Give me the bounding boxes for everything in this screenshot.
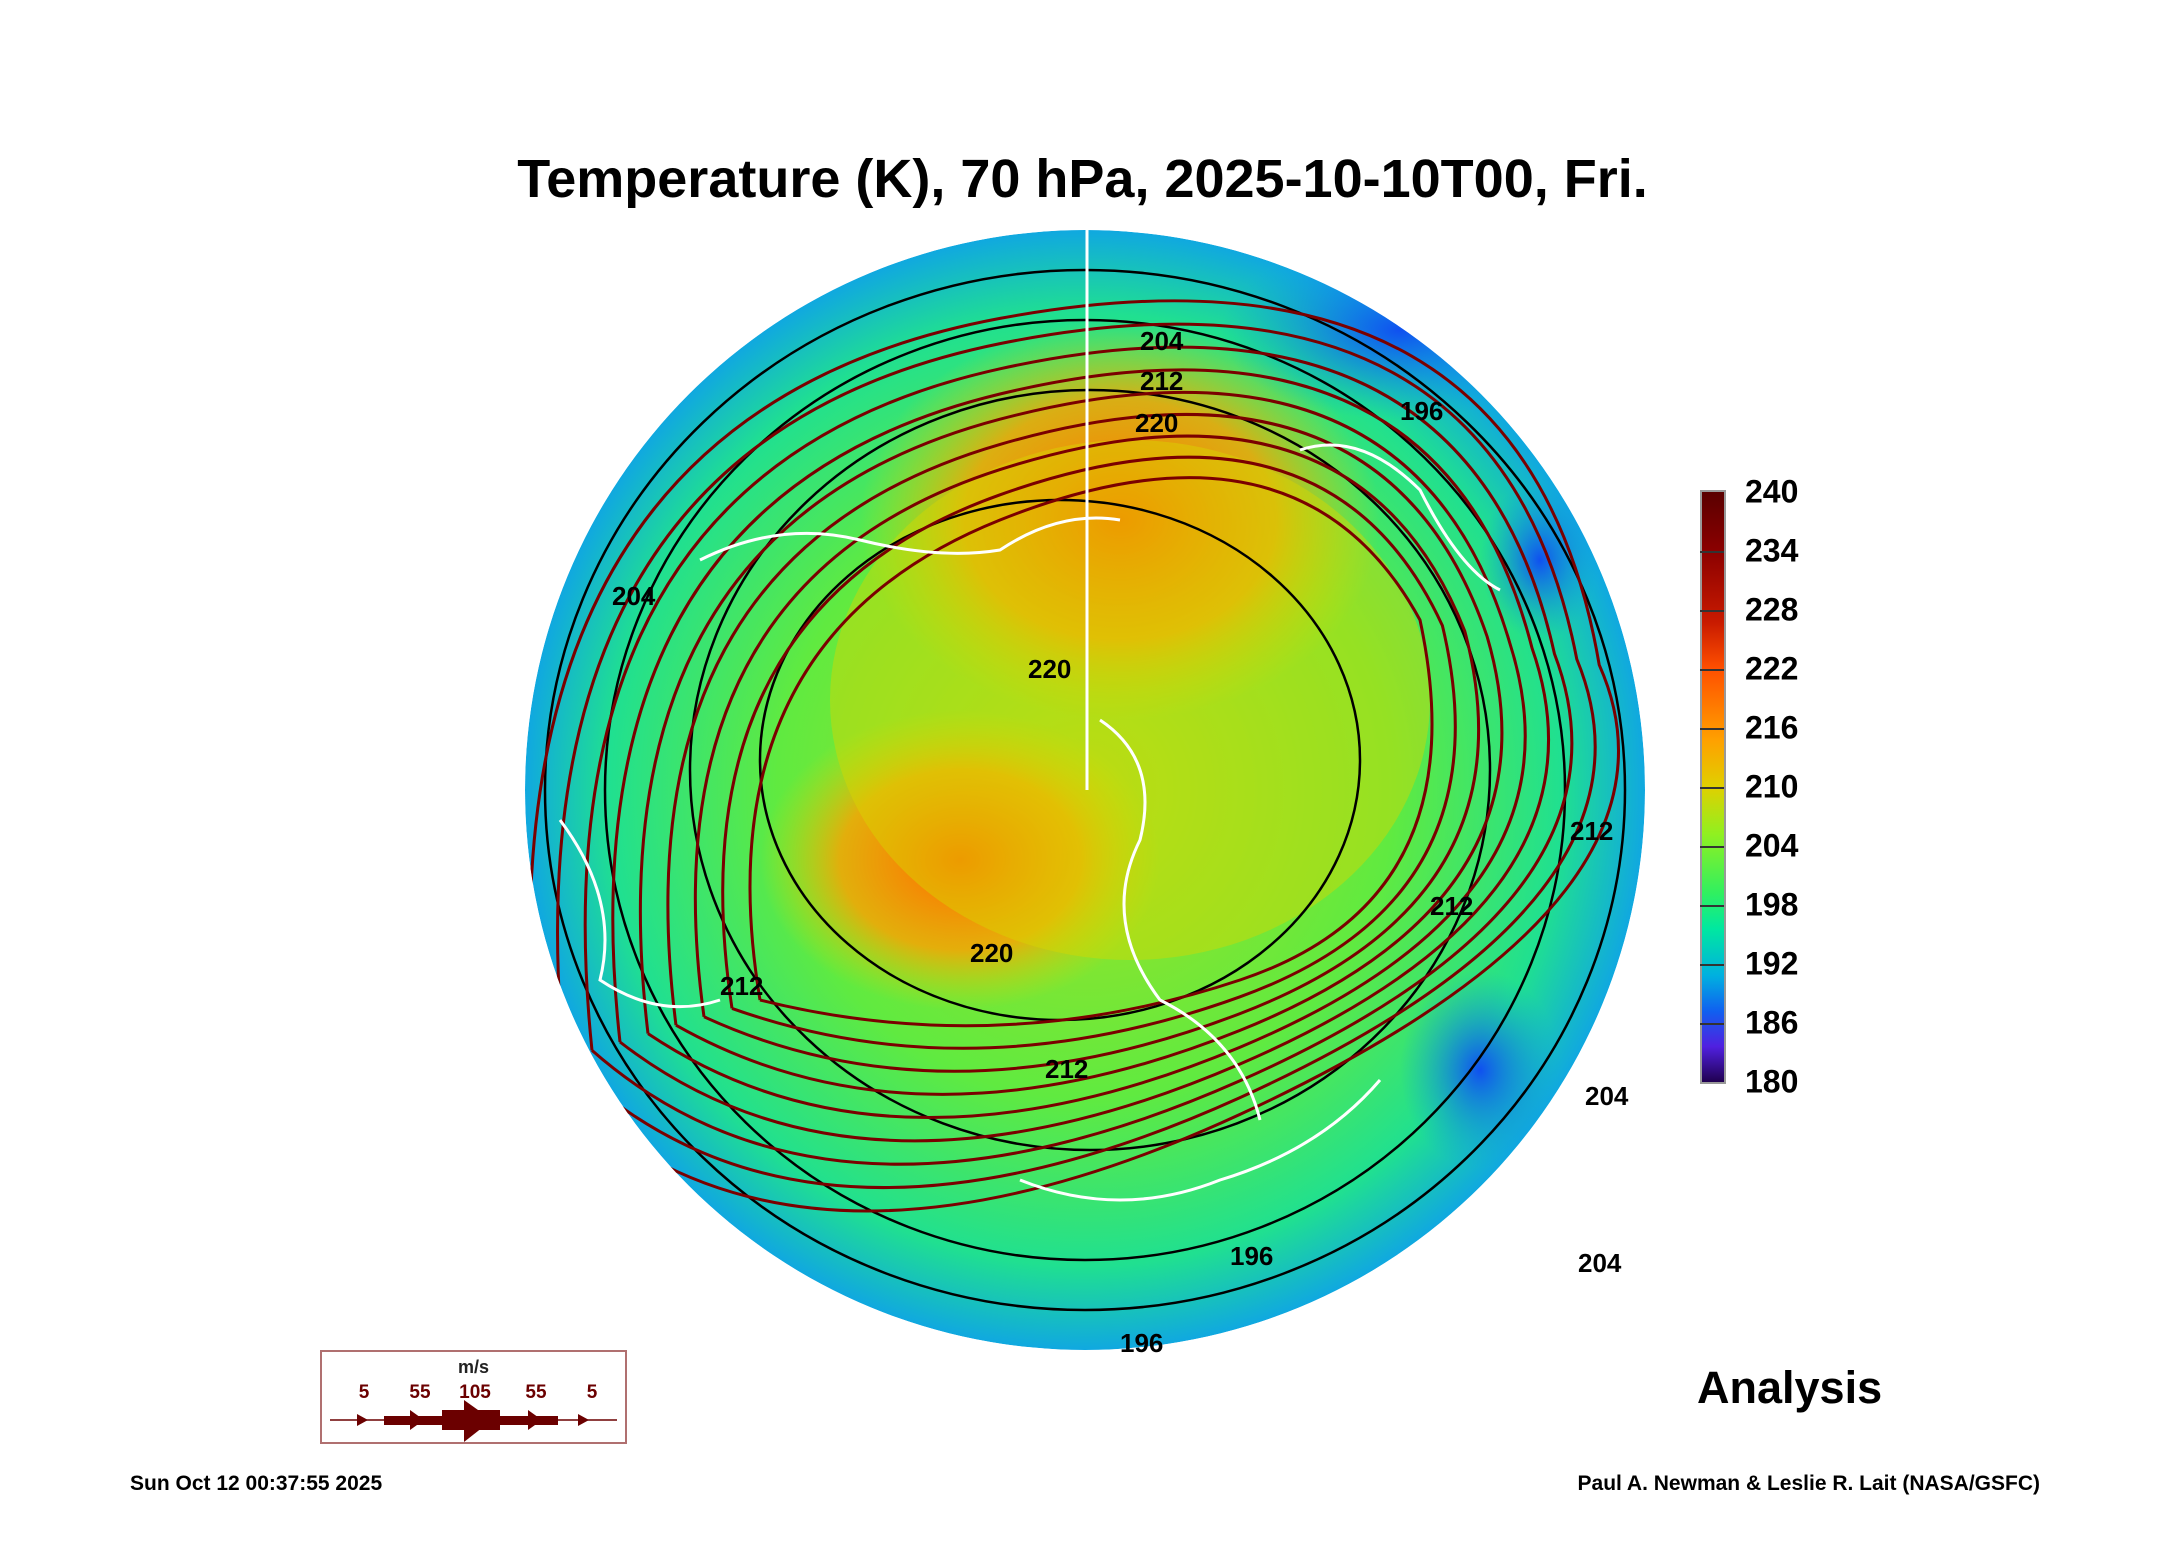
streamline bbox=[638, 390, 1527, 1119]
contour-line bbox=[543, 268, 1627, 1312]
colorbar-tick-label: 228 bbox=[1745, 591, 1799, 628]
streamline bbox=[666, 412, 1504, 1096]
wind-value: 55 bbox=[525, 1382, 547, 1403]
colorbar-tick-label: 210 bbox=[1745, 768, 1799, 805]
wind-arrow-scale bbox=[330, 1400, 617, 1442]
colorbar-tick-label: 192 bbox=[1745, 945, 1799, 982]
streamline bbox=[748, 476, 1434, 1028]
wind-unit: m/s bbox=[457, 1357, 490, 1377]
contour-label: 220 bbox=[970, 938, 1013, 968]
cold-region-northeast bbox=[1220, 240, 1580, 420]
contour-label: 212 bbox=[1570, 816, 1613, 846]
chart-title: Temperature (K), 70 hPa, 2025-10-10T00, … bbox=[517, 149, 1648, 209]
cold-region-southeast bbox=[1400, 970, 1560, 1170]
colorbar-tick-label: 216 bbox=[1745, 709, 1799, 746]
contour-label: 204 bbox=[1140, 326, 1184, 356]
analysis-label: Analysis bbox=[1697, 1362, 1883, 1413]
wind-value: 55 bbox=[409, 1382, 431, 1403]
colorbar-tick bbox=[1700, 964, 1724, 966]
colorbar-tick-label: 222 bbox=[1745, 650, 1799, 687]
contour-label: 196 bbox=[1230, 1241, 1273, 1271]
credit: Paul A. Newman & Leslie R. Lait (NASA/GS… bbox=[1577, 1472, 2040, 1495]
colorbar-tick bbox=[1700, 551, 1724, 553]
contour-label: 220 bbox=[1028, 654, 1071, 684]
wind-value: 105 bbox=[459, 1382, 491, 1403]
wind-value: 5 bbox=[358, 1382, 370, 1403]
streamline bbox=[583, 345, 1574, 1166]
colorbar-tick-label: 240 bbox=[1745, 473, 1799, 510]
colorbar-tick bbox=[1700, 846, 1724, 848]
warm-region-center bbox=[760, 710, 1160, 1010]
colorbar-tick bbox=[1700, 905, 1724, 907]
contour-label: 212 bbox=[1430, 891, 1473, 921]
colorbar-tick-label: 180 bbox=[1745, 1063, 1799, 1100]
timestamp: Sun Oct 12 00:37:55 2025 bbox=[130, 1472, 383, 1495]
contour-line bbox=[603, 318, 1567, 1262]
colorbar-tick bbox=[1700, 1023, 1724, 1025]
contour-label: 196 bbox=[1400, 396, 1443, 426]
colorbar-tick bbox=[1700, 787, 1724, 789]
streamline bbox=[556, 322, 1597, 1190]
contour-label: 204 bbox=[1578, 1248, 1622, 1278]
streamline bbox=[693, 434, 1481, 1073]
colorbar-tick-label: 204 bbox=[1745, 827, 1799, 864]
contour-label: 212 bbox=[720, 971, 763, 1001]
contour-line bbox=[688, 388, 1492, 1152]
temperature-field bbox=[525, 230, 1645, 1350]
contour-label: 204 bbox=[612, 581, 656, 611]
coastlines bbox=[558, 443, 1501, 1202]
contour-label: 220 bbox=[1135, 408, 1178, 438]
contour-label: 212 bbox=[1045, 1054, 1088, 1084]
contour-label: 204 bbox=[1585, 1081, 1629, 1111]
colorbar-tick-label: 186 bbox=[1745, 1004, 1799, 1041]
contour-label: 196 bbox=[1120, 1328, 1163, 1358]
wind-value: 5 bbox=[586, 1382, 598, 1403]
colorbar-tick bbox=[1700, 610, 1724, 612]
streamlines bbox=[528, 299, 1621, 1213]
contour-label: 212 bbox=[1140, 366, 1183, 396]
streamline bbox=[721, 455, 1457, 1050]
colorbar-tick-label: 234 bbox=[1745, 532, 1799, 569]
streamline bbox=[611, 368, 1550, 1143]
streamline bbox=[528, 299, 1621, 1213]
contour-lines bbox=[543, 268, 1627, 1312]
colorbar-tick bbox=[1700, 669, 1724, 671]
colorbar-tick-label: 198 bbox=[1745, 886, 1799, 923]
wind-speed-legend: m/s 5 55 105 55 5 bbox=[320, 1350, 627, 1444]
colorbar-tick bbox=[1700, 728, 1724, 730]
